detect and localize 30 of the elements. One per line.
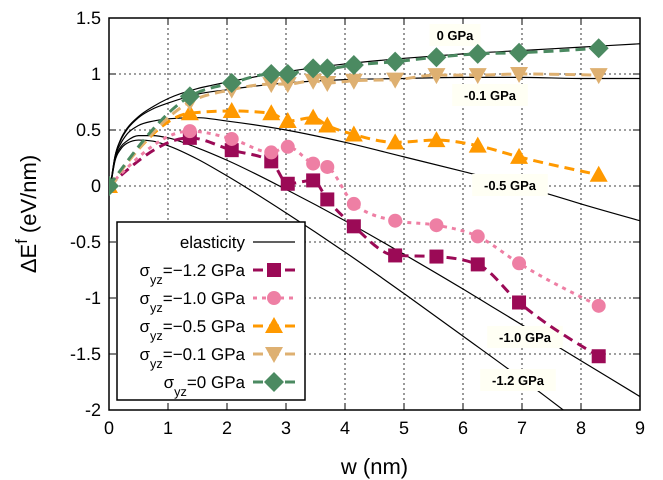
x-tick-label: 1 xyxy=(162,418,174,438)
y-tick-label: 1.5 xyxy=(76,8,101,28)
legend-label: σ$_{yz}$=0 GPa xyxy=(164,373,246,398)
x-axis-title: w (nm) xyxy=(340,454,408,479)
x-tick-label: 0 xyxy=(104,418,114,438)
y-tick-label: 0.5 xyxy=(76,120,101,140)
x-tick-label: 6 xyxy=(458,418,468,438)
annotation: -1.0 GPa xyxy=(498,330,552,345)
legend-label: elasticity xyxy=(180,233,246,252)
x-tick-label: 5 xyxy=(398,418,410,438)
y-tick-label: 1 xyxy=(90,64,101,84)
y-tick-label: -2 xyxy=(84,400,101,420)
y-tick-label: -1 xyxy=(84,288,101,308)
y-tick-label: -0.5 xyxy=(70,232,101,252)
x-tick-label: 4 xyxy=(340,418,350,438)
legend-label: σ$_{yz}$=−0.5 GPa xyxy=(140,317,246,342)
annotation: -1.2 GPa xyxy=(492,373,545,388)
legend-label: σ$_{yz}$=−1.0 GPa xyxy=(140,289,246,314)
annotation: 0 GPa xyxy=(436,28,474,43)
y-tick-label: 0 xyxy=(90,176,101,196)
annotation: -0.5 GPa xyxy=(484,178,537,193)
annotation: -0.1 GPa xyxy=(464,88,517,103)
y-tick-label: -1.5 xyxy=(70,344,101,364)
x-tick-label: 7 xyxy=(516,418,528,438)
x-tick-label: 3 xyxy=(280,418,292,438)
x-tick-label: 9 xyxy=(634,418,646,438)
legend-label: σ$_{yz}$=−1.2 GPa xyxy=(140,261,246,286)
legend-label: σ$_{yz}$=−0.1 GPa xyxy=(140,345,246,370)
x-tick-label: 8 xyxy=(576,418,586,438)
x-tick-label: 2 xyxy=(222,418,232,438)
